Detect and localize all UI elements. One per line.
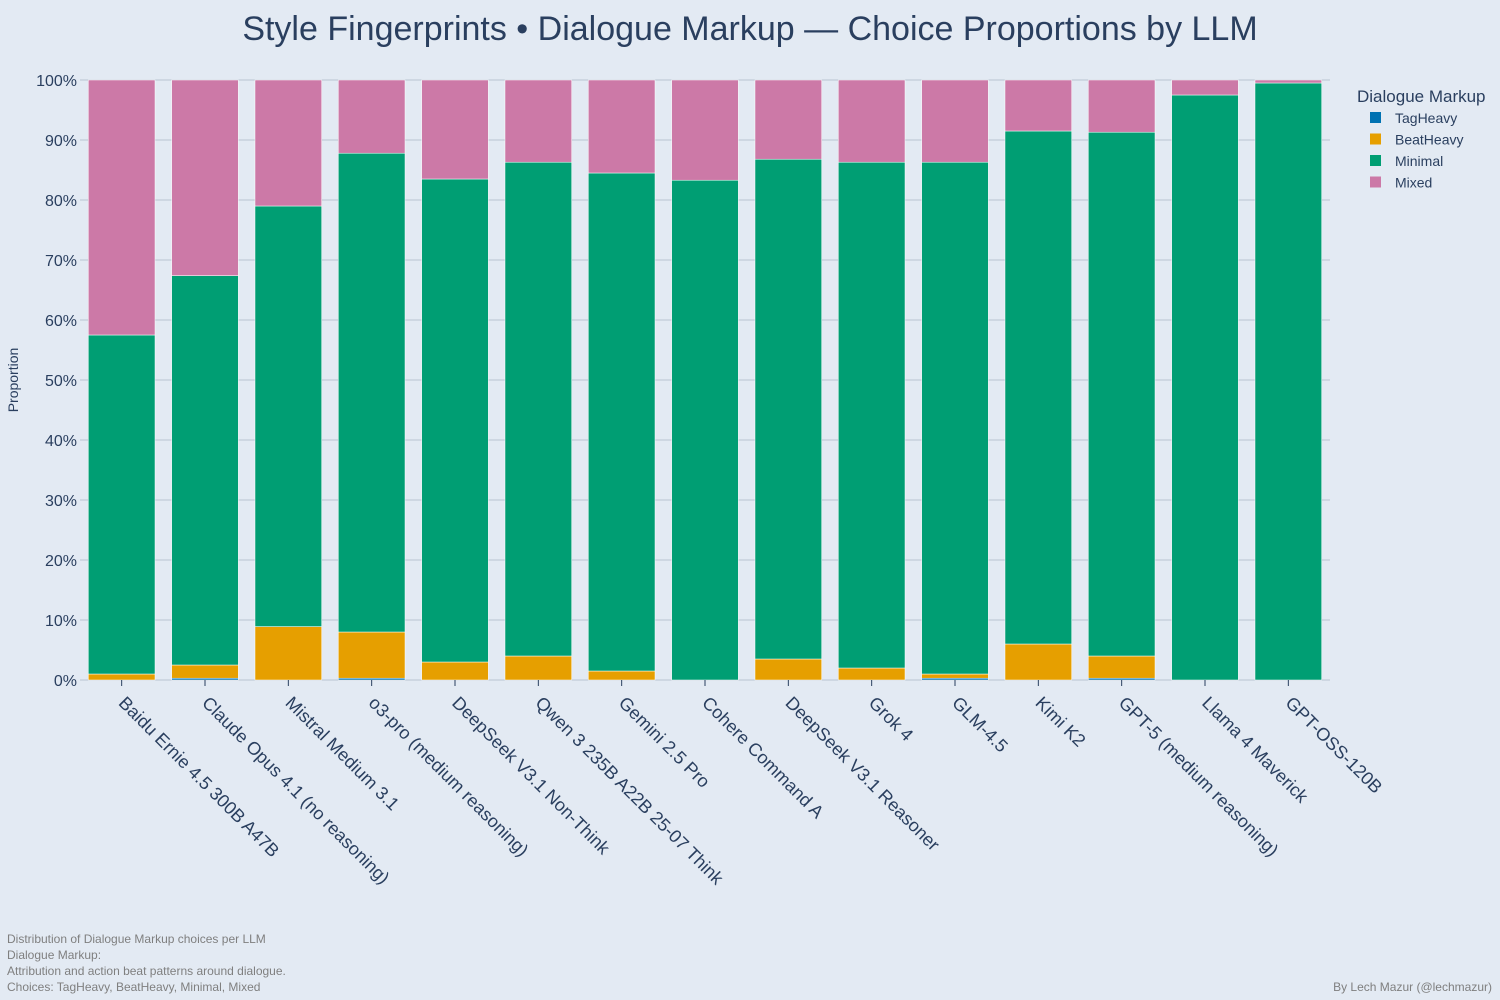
legend-title: Dialogue Markup (1357, 87, 1486, 106)
bar-segment-beatheavy (421, 661, 489, 681)
bar-segment-minimal (588, 172, 656, 672)
bar-segment-minimal (1254, 82, 1322, 681)
bar-segment-minimal (921, 161, 989, 675)
x-tick-label: Baidu Ernie 4.5 300B A47B (115, 693, 283, 861)
y-axis-label: Proportion (5, 348, 21, 413)
bar-segment-mixed (338, 79, 406, 154)
y-axis-ticks: 0% 10% 20% 30% 40% 50% 60% 70% 80% 90% 100% (36, 73, 77, 690)
y-tick-label: 10% (45, 613, 77, 630)
bar-segment-beatheavy (338, 631, 406, 679)
bar-segment-mixed (1088, 79, 1156, 133)
bar-segment-beatheavy (921, 673, 989, 679)
legend: Dialogue Markup TagHeavy BeatHeavy Minimal… (1357, 87, 1486, 191)
bar-segment-mixed (921, 79, 989, 163)
y-tick-label: 20% (45, 553, 77, 570)
x-tick-label: Kimi K2 (1032, 693, 1090, 751)
bar-segment-minimal (171, 275, 239, 666)
footer-line-4: Choices: TagHeavy, BeatHeavy, Minimal, M… (7, 980, 260, 994)
bar-segment-beatheavy (588, 670, 656, 681)
legend-swatch-beatheavy (1370, 133, 1381, 145)
bar-segment-minimal (254, 205, 322, 627)
bar-segment-beatheavy (504, 655, 572, 681)
bar-segment-mixed (1004, 79, 1072, 132)
bar-segment-minimal (671, 179, 739, 681)
legend-swatch-mixed (1370, 176, 1381, 188)
legend-item-beatheavy: BeatHeavy (1395, 132, 1463, 148)
bar-segment-beatheavy (1004, 643, 1072, 681)
bar-segment-mixed (88, 79, 156, 336)
bar-segment-beatheavy (754, 658, 822, 681)
y-tick-label: 90% (45, 133, 77, 150)
bar-segment-beatheavy (1088, 655, 1156, 679)
bar-segment-minimal (838, 161, 906, 669)
y-tick-label: 100% (36, 73, 77, 90)
bar-segment-tagheavy (1088, 677, 1156, 681)
legend-item-mixed: Mixed (1395, 175, 1432, 191)
bar-segment-mixed (421, 79, 489, 180)
y-tick-label: 0% (54, 673, 77, 690)
y-tick-label: 30% (45, 493, 77, 510)
y-tick-label: 40% (45, 433, 77, 450)
y-tick-label: 70% (45, 253, 77, 270)
bar-segment-mixed (171, 79, 239, 276)
bar-segment-minimal (1171, 94, 1239, 681)
bar-segment-minimal (338, 152, 406, 633)
x-tick-label: DeepSeek V3.1 Non-Think (448, 693, 614, 859)
legend-swatch-tagheavy (1370, 112, 1381, 123)
bar-segment-mixed (588, 79, 656, 174)
y-tick-label: 50% (45, 373, 77, 390)
bar-segment-beatheavy (254, 626, 322, 681)
bar-segment-tagheavy (921, 677, 989, 681)
footer-notes: Distribution of Dialogue Markup choices … (7, 932, 1492, 994)
bar-segment-tagheavy (338, 677, 406, 681)
bar-segment-mixed (254, 79, 322, 207)
x-tick-label: DeepSeek V3.1 Reasoner (782, 693, 944, 855)
legend-swatch-minimal (1370, 155, 1381, 166)
bar-segment-mixed (504, 79, 572, 163)
x-tick-label: Grok 4 (865, 693, 917, 745)
bar-segment-mixed (1254, 79, 1322, 84)
bar-segment-minimal (504, 161, 572, 657)
footer-line-1: Distribution of Dialogue Markup choices … (7, 932, 266, 946)
legend-item-tagheavy: TagHeavy (1395, 110, 1457, 126)
x-tick-label: GLM-4.5 (948, 693, 1012, 757)
bar-segment-minimal (1004, 130, 1072, 645)
bar-segment-beatheavy (838, 667, 906, 681)
bar-segment-mixed (1171, 79, 1239, 96)
bar-segment-mixed (754, 79, 822, 160)
x-tick-label: GPT-5 (medium reasoning) (1115, 693, 1283, 861)
bar-segment-mixed (671, 79, 739, 181)
bar-segment-minimal (88, 334, 156, 675)
y-tick-label: 60% (45, 313, 77, 330)
bar-segment-minimal (421, 178, 489, 663)
bar-segment-tagheavy (171, 677, 239, 681)
credit: By Lech Mazur (@lechmazur) (1333, 980, 1492, 994)
x-tick-label: o3-pro (medium reasoning) (365, 693, 533, 861)
y-tick-label: 80% (45, 193, 77, 210)
bar-segment-minimal (1088, 131, 1156, 657)
bar-segment-beatheavy (88, 673, 156, 681)
bar-segment-minimal (754, 158, 822, 660)
footer-line-3: Attribution and action beat patterns aro… (7, 964, 286, 978)
footer-line-2: Dialogue Markup: (7, 948, 101, 962)
bar-segment-mixed (838, 79, 906, 163)
legend-item-minimal: Minimal (1395, 153, 1443, 169)
chart-title: Style Fingerprints • Dialogue Markup — C… (242, 10, 1257, 48)
bar-segment-beatheavy (171, 664, 239, 679)
bars (88, 79, 1322, 681)
